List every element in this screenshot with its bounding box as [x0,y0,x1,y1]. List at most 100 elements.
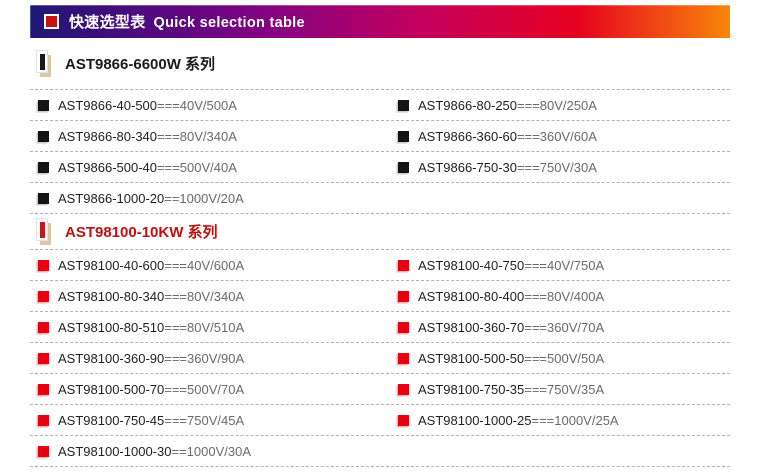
product-cell: AST98100-750-35 ===750V/35A [398,382,730,397]
page-header-banner: 快速选型表 Quick selection table [30,5,730,38]
model-text: AST98100-360-70 [418,319,525,335]
product-cell: AST98100-360-70 ===360V/70A [398,320,730,335]
square-bullet-icon [398,99,409,111]
i-beam-icon [36,218,53,245]
model-text: AST98100-500-70 [58,381,165,397]
product-row: AST98100-80-340 ===80V/340A AST98100-80-40… [30,281,730,312]
product-row: AST98100-1000-30 ==1000V/30A [30,436,730,467]
square-bullet-icon [38,130,49,142]
product-cell: AST98100-80-400 ===80V/400A [398,289,730,304]
model-text: AST98100-500-50 [418,350,525,366]
spec-text: ===500V/50A [524,350,605,366]
model-text: AST9866-40-500 [58,97,158,113]
page-title-en: Quick selection table [153,15,305,31]
spec-text: ===40V/600A [164,257,245,273]
square-bullet-icon [38,99,49,111]
product-row: AST98100-40-600 ===40V/600A AST98100-40-75… [30,250,730,281]
spec-text: ===750V/45A [164,412,245,428]
spec-text: ===40V/750A [524,257,605,273]
spec-text: ===1000V/25A [531,412,619,428]
product-row: AST9866-80-340 ===80V/340A AST9866-360-60 =… [30,121,730,152]
spec-text: ===80V/340A [164,288,245,304]
square-bullet-icon [398,383,409,395]
model-text: AST9866-360-60 [418,128,518,144]
model-text: AST98100-40-750 [418,257,525,273]
model-text: AST98100-40-600 [58,257,165,273]
product-cell: AST9866-80-250 ===80V/250A [398,98,730,113]
square-bullet-icon [398,414,409,426]
product-cell: AST98100-80-340 ===80V/340A [30,289,398,304]
product-cell: AST9866-750-30 ===750V/30A [398,160,730,175]
product-cell: AST98100-40-750 ===40V/750A [398,258,730,273]
selection-table: AST9866-6600W 系列 AST9866-40-500 ===40V/50… [30,38,730,467]
product-row: AST9866-40-500 ===40V/500A AST9866-80-250 =… [30,90,730,121]
square-bullet-icon [398,130,409,142]
product-cell: AST98100-40-600 ===40V/600A [30,258,398,273]
product-cell: AST9866-80-340 ===80V/340A [30,129,398,144]
square-bullet-icon [38,259,49,271]
red-square-icon [44,14,59,29]
i-beam-icon [36,50,53,77]
section-rows: AST9866-40-500 ===40V/500A AST9866-80-250 =… [30,90,730,214]
spec-text: ===500V/70A [164,381,245,397]
icon-face [36,50,48,73]
square-bullet-icon [398,290,409,302]
icon-face [36,218,48,241]
square-bullet-icon [38,321,49,333]
spec-text: ===360V/60A [517,128,597,144]
model-text: AST98100-80-510 [58,319,165,335]
product-cell: AST98100-500-70 ===500V/70A [30,382,398,397]
model-text: AST9866-80-340 [58,128,158,144]
product-cell: AST98100-500-50 ===500V/50A [398,351,730,366]
section-ast98100: AST98100-10KW 系列 AST98100-40-600 ===40V/6… [30,214,730,467]
model-text: AST9866-80-250 [418,97,518,113]
product-row: AST9866-500-40 ===500V/40A AST9866-750-30 =… [30,152,730,183]
section-title: AST9866-6600W 系列 [65,56,216,73]
product-cell: AST9866-500-40 ===500V/40A [30,160,398,175]
spec-text: ===750V/35A [524,381,605,397]
spec-text: ===40V/500A [157,97,237,113]
spec-text: ===80V/340A [157,128,237,144]
icon-bar [39,221,45,238]
square-bullet-icon [38,161,49,173]
model-text: AST9866-750-30 [418,159,518,175]
product-row: AST9866-1000-20 ==1000V/20A [30,183,730,214]
product-cell: AST98100-360-90 ===360V/90A [30,351,398,366]
section-header: AST9866-6600W 系列 [30,38,730,90]
spec-text: ===80V/250A [517,97,597,113]
spec-text: ==1000V/20A [164,190,244,206]
model-text: AST98100-1000-30 [58,443,172,459]
model-text: AST98100-750-35 [418,381,525,397]
spec-text: ==1000V/30A [171,443,252,459]
model-text: AST98100-1000-25 [418,412,532,428]
spec-text: ===360V/90A [164,350,245,366]
product-cell: AST98100-1000-25 ===1000V/25A [398,413,730,428]
square-bullet-icon [38,414,49,426]
square-bullet-icon [398,161,409,173]
model-text: AST98100-80-400 [418,288,525,304]
section-header: AST98100-10KW 系列 [30,214,730,250]
square-bullet-icon [398,259,409,271]
square-bullet-icon [38,383,49,395]
product-row: AST98100-750-45 ===750V/45A AST98100-1000-… [30,405,730,436]
product-cell: AST9866-40-500 ===40V/500A [30,98,398,113]
product-cell: AST98100-1000-30 ==1000V/30A [30,444,398,459]
product-cell: AST98100-80-510 ===80V/510A [30,320,398,335]
square-bullet-icon [38,445,49,457]
square-bullet-icon [38,192,49,204]
product-row: AST98100-500-70 ===500V/70A AST98100-750-3… [30,374,730,405]
model-text: AST98100-750-45 [58,412,165,428]
spec-text: ===500V/40A [157,159,237,175]
spec-text: ===80V/510A [164,319,245,335]
section-ast9866: AST9866-6600W 系列 AST9866-40-500 ===40V/50… [30,38,730,214]
page-title: 快速选型表 Quick selection table [69,11,305,32]
model-text: AST98100-360-90 [58,350,165,366]
model-text: AST9866-1000-20 [58,190,165,206]
product-row: AST98100-360-90 ===360V/90A AST98100-500-5… [30,343,730,374]
page-title-zh: 快速选型表 [69,14,146,31]
square-bullet-icon [38,290,49,302]
section-title: AST98100-10KW 系列 [65,224,218,241]
product-cell: AST9866-360-60 ===360V/60A [398,129,730,144]
product-cell: AST9866-1000-20 ==1000V/20A [30,191,398,206]
